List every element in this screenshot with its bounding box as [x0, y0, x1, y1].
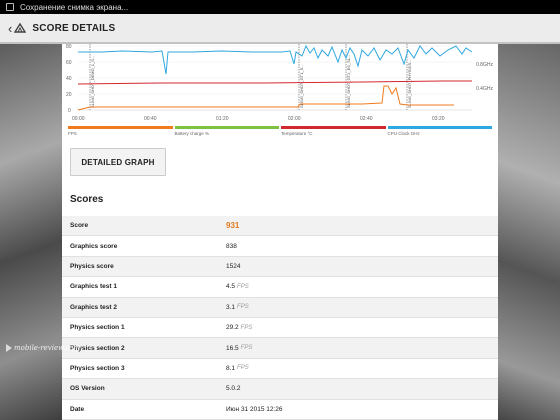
score-name: Physics section 2	[70, 344, 125, 352]
score-value: 29.2	[226, 324, 239, 332]
y-tick-40: 40	[66, 76, 72, 82]
detailed-graph-button[interactable]: DETAILED GRAPH	[70, 148, 166, 176]
chart-legend: FPS Battery charge % Temperature °C CPU …	[68, 126, 492, 136]
legend-fps-swatch	[68, 126, 173, 129]
score-name: Physics section 1	[70, 324, 125, 332]
score-name: OS Version	[70, 385, 105, 393]
score-value: 16.5	[226, 344, 239, 352]
legend-temperature: Temperature °C	[281, 126, 386, 136]
score-row-graphics-score: Graphics score 838	[62, 236, 498, 257]
test-label-3: SLING_SHOT_GT2_ES_SL...	[346, 55, 351, 108]
legend-fps: FPS	[68, 126, 173, 136]
score-name: Graphics score	[70, 242, 118, 250]
score-name: Graphics test 1	[70, 283, 117, 291]
legend-battery: Battery charge %	[174, 126, 279, 136]
score-row-graphics-test-2: Graphics test 2 3.1 FPS	[62, 297, 498, 318]
y-tick-0: 0	[68, 108, 71, 114]
background-rocks-left	[0, 44, 64, 420]
x-tick-0200: 02:00	[288, 116, 301, 122]
score-panel: 80 60 40 20 0 00:00 00:40 01:20 02:00 02…	[62, 44, 498, 420]
action-bar: ‹ SCORE DETAILS	[0, 14, 560, 44]
status-notification: Сохранение снимка экрана...	[20, 2, 129, 12]
legend-cpu-clock-label: CPU Clock GHz	[387, 131, 420, 136]
watermark-play-icon	[6, 344, 12, 352]
score-value: 931	[226, 221, 240, 231]
legend-temperature-swatch	[281, 126, 386, 129]
score-value: Июн 31 2015 12:26	[226, 405, 283, 413]
score-name: Date	[70, 405, 85, 413]
scores-heading: Scores	[70, 194, 104, 205]
score-unit: FPS	[237, 365, 249, 372]
right-tick-04ghz: 0.4GHz	[476, 86, 493, 92]
y-tick-80: 80	[66, 44, 72, 50]
legend-temperature-label: Temperature °C	[281, 131, 313, 136]
score-name: Graphics test 2	[70, 303, 117, 311]
x-tick-0120: 01:20	[216, 116, 229, 122]
score-value: 3.1	[226, 303, 236, 311]
legend-cpu-clock: CPU Clock GHz	[387, 126, 492, 136]
legend-battery-swatch	[174, 126, 279, 129]
x-tick-0240: 02:40	[360, 116, 373, 122]
x-tick-0000: 00:00	[72, 116, 85, 122]
score-unit: FPS	[240, 345, 253, 352]
watermark-text: mobile-review.com	[14, 344, 81, 352]
test-label-1: SLING_SHOT_DEMO_1_S...	[90, 56, 95, 108]
back-arrow-icon[interactable]: ‹	[8, 20, 13, 36]
score-row-physics-section-2: Physics section 2 16.5 FPS	[62, 338, 498, 359]
watermark: mobile-review.com	[6, 344, 80, 352]
status-bar: Сохранение снимка экрана...	[0, 0, 560, 14]
temperature-series	[77, 80, 472, 85]
cpu-clock-series	[78, 44, 473, 75]
y-tick-60: 60	[66, 60, 72, 66]
score-value: 5.0.2	[226, 385, 241, 393]
score-unit: FPS	[240, 324, 253, 331]
score-row-physics-section-3: Physics section 3 8.1 FPS	[62, 358, 498, 380]
score-value: 1524	[226, 262, 241, 270]
score-row-os-version: OS Version 5.0.2	[62, 379, 498, 400]
score-row-physics-section-1: Physics section 1 29.2 FPS	[62, 317, 498, 339]
page-title: SCORE DETAILS	[32, 22, 116, 34]
score-name: Physics section 3	[70, 364, 125, 372]
x-tick-0040: 00:40	[144, 116, 157, 122]
score-row-graphics-test-1: Graphics test 1 4.5 FPS	[62, 277, 498, 298]
y-tick-20: 20	[66, 92, 72, 98]
right-tick-08ghz: 0.8GHz	[476, 62, 493, 68]
score-value: 838	[226, 242, 237, 250]
x-tick-0320: 03:20	[432, 116, 445, 122]
score-unit: FPS	[237, 304, 249, 311]
background-rocks-right	[497, 44, 560, 420]
3dmark-logo-icon[interactable]	[14, 22, 27, 34]
score-row-physics-score: Physics score 1524	[62, 256, 498, 278]
score-name: Physics score	[70, 262, 114, 270]
screenshot-icon	[6, 3, 14, 11]
test-label-4: SLING_SHOT_PHYSICS...	[407, 60, 412, 108]
score-row-date: Date Июн 31 2015 12:26	[62, 399, 498, 420]
score-value: 8.1	[226, 364, 236, 372]
score-name: Score	[70, 222, 89, 230]
legend-battery-label: Battery charge %	[174, 131, 210, 136]
score-value: 4.5	[226, 283, 236, 291]
performance-chart: 80 60 40 20 0 00:00 00:40 01:20 02:00 02…	[66, 44, 493, 122]
test-label-2: SLING_SHOT_GT1_S...	[299, 64, 304, 108]
fps-series	[77, 85, 454, 111]
score-unit: FPS	[237, 283, 249, 290]
legend-cpu-clock-swatch	[387, 126, 492, 129]
score-row-score: Score 931	[62, 216, 498, 237]
legend-fps-label: FPS	[68, 131, 77, 136]
scores-table: Score 931 Graphics score 838 Physics sco…	[62, 216, 498, 420]
